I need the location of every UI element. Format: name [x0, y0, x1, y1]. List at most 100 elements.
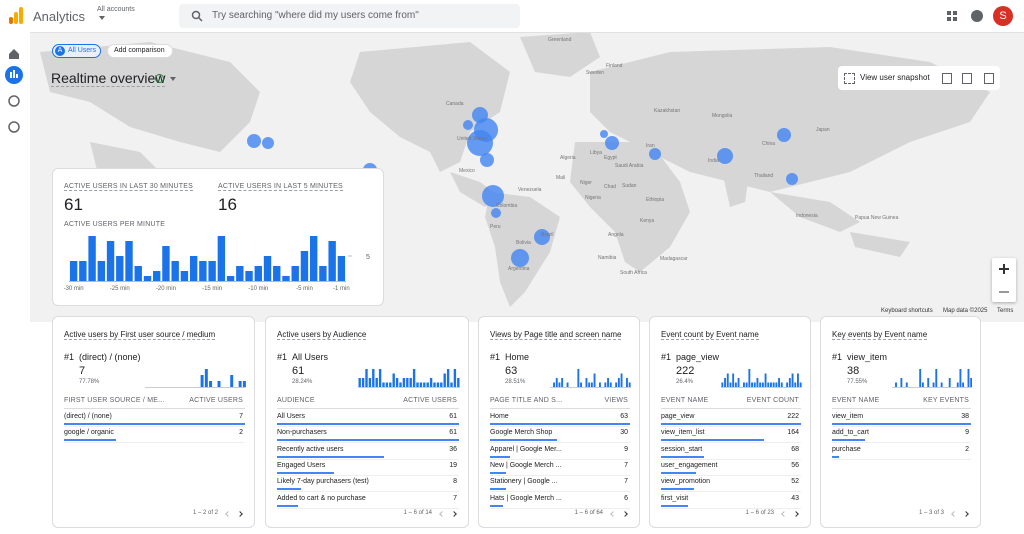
top-value: 63: [505, 365, 518, 377]
sparkline-bar: [368, 378, 372, 387]
row-value: 9: [624, 445, 628, 453]
map-label: Colombia: [496, 203, 518, 209]
top-value: 38: [847, 365, 860, 377]
add-comparison[interactable]: Add comparison: [107, 44, 173, 58]
map-tool-icon[interactable]: [984, 73, 994, 84]
top-name: Home: [505, 352, 530, 362]
sparkline-bar: [791, 373, 794, 387]
map-label: Peru: [490, 224, 501, 230]
search-icon: [191, 10, 203, 22]
apps-icon[interactable]: [947, 11, 957, 21]
explore-icon[interactable]: [8, 95, 20, 107]
card-title[interactable]: Key events by Event name: [832, 330, 928, 340]
bar: [143, 276, 152, 281]
account-caret: [99, 16, 105, 20]
row-label: add_to_cart: [832, 429, 869, 437]
map-label: India: [708, 158, 719, 164]
sparkline-bar: [786, 382, 789, 387]
map-tool-icon[interactable]: [962, 73, 972, 84]
row-rule: [490, 507, 630, 509]
row-rule: [661, 426, 801, 427]
prev-page[interactable]: [439, 511, 445, 517]
map-label: Brazil: [541, 232, 554, 238]
top-rank: #1: [490, 352, 501, 362]
sparkline-bar: [217, 381, 220, 387]
sparkline-bar: [734, 382, 737, 387]
advertising-icon[interactable]: [8, 121, 20, 133]
next-page[interactable]: [237, 511, 243, 517]
row-value: 38: [961, 413, 969, 420]
top-percent: 26.4%: [676, 379, 694, 385]
prev-page[interactable]: [610, 511, 616, 517]
sparkline-bar: [756, 378, 759, 387]
search-box[interactable]: Try searching "where did my users come f…: [179, 4, 520, 28]
account-picker[interactable]: All accounts: [97, 6, 135, 13]
card-title[interactable]: Views by Page title and screen name: [490, 330, 622, 340]
next-page[interactable]: [622, 511, 628, 517]
row-rule: [661, 474, 801, 476]
map-footer[interactable]: Map data ©2025: [943, 308, 988, 314]
map-label: Saudi Arabia: [615, 163, 644, 169]
map-label: Mongolia: [712, 113, 733, 119]
header-rule: [277, 408, 459, 409]
row-value: 9: [965, 429, 969, 437]
sparkline-bar: [365, 369, 368, 387]
card-title[interactable]: Active users by First user source / medi…: [64, 330, 216, 340]
bar: [79, 261, 87, 281]
map-label: South Africa: [620, 270, 647, 276]
bar: [162, 246, 170, 281]
sparkline-bar: [204, 369, 208, 387]
row-bar: [661, 504, 689, 507]
row-label: Non-purchasers: [277, 429, 327, 437]
next-page[interactable]: [793, 511, 799, 517]
next-page[interactable]: [963, 511, 969, 517]
top-value: 61: [292, 365, 305, 377]
map-tool-icon[interactable]: [942, 73, 952, 84]
sparkline: [721, 369, 802, 388]
row-label: view_item_list: [661, 429, 705, 437]
row-value: 7: [624, 461, 628, 469]
top-rank: #1: [64, 352, 75, 362]
map-footer[interactable]: Terms: [997, 308, 1014, 314]
bar: [199, 261, 207, 281]
card-title[interactable]: Active users by Audience: [277, 330, 367, 340]
segment-chip[interactable]: A All Users: [52, 44, 101, 58]
sparkline-bar: [416, 382, 419, 387]
sparkline-bar: [767, 382, 770, 387]
title-caret[interactable]: [170, 77, 176, 81]
bar: [153, 271, 161, 281]
map-label: Kenya: [640, 218, 655, 224]
snapshot-icon[interactable]: [844, 73, 855, 84]
sparkline-bar: [358, 378, 361, 387]
last30-value: 61: [64, 195, 83, 214]
prev-page[interactable]: [781, 511, 787, 517]
column-header: EVENT COUNT: [746, 397, 799, 404]
help-icon[interactable]: [971, 10, 983, 22]
sparkline-bar: [382, 382, 385, 387]
sparkline-bar: [737, 378, 740, 387]
map-label: Namibia: [598, 255, 617, 261]
prev-page[interactable]: [951, 511, 957, 517]
card-title[interactable]: Event count by Event name: [661, 330, 759, 340]
map-label: Mexico: [459, 168, 475, 174]
sparkline-bar: [724, 378, 726, 387]
bar: [88, 236, 96, 281]
row-label: google / organic: [64, 429, 114, 437]
row-value: 61: [449, 429, 457, 437]
sparkline-bar: [615, 382, 618, 387]
next-page[interactable]: [451, 511, 457, 517]
home-icon[interactable]: [9, 49, 19, 59]
last5-label: ACTIVE USERS IN LAST 5 MINUTES: [218, 183, 343, 191]
avatar[interactable]: S: [993, 6, 1013, 26]
map-footer[interactable]: Keyboard shortcuts: [881, 308, 933, 314]
row-bar: [490, 439, 557, 442]
row-bar: [277, 488, 301, 491]
zoom-out[interactable]: [999, 291, 1009, 293]
row-value: 56: [791, 461, 799, 469]
prev-page[interactable]: [225, 511, 231, 517]
snapshot-button[interactable]: View user snapshot: [860, 73, 930, 82]
sparkline-bar: [626, 378, 628, 387]
map-label: Sweden: [586, 70, 605, 76]
sparkline-bar: [433, 382, 436, 387]
map-label: Kazakhstan: [654, 108, 681, 114]
